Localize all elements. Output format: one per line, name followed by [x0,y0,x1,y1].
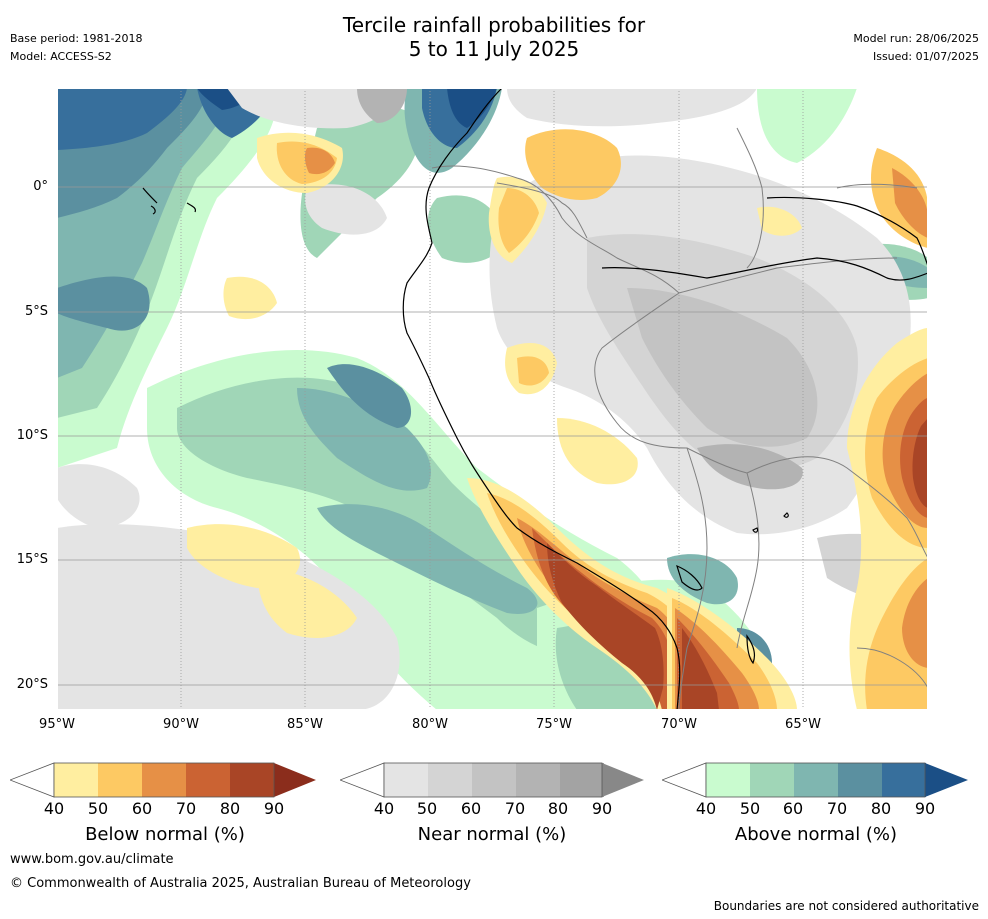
above-tick-50: 50 [739,799,761,818]
below-normal-region-north [187,129,802,638]
colorbar-swatch-90 [925,763,968,797]
colorbar-near-normal: 40 50 60 70 80 90 Near normal (%) [340,762,650,862]
lon-label-75w: 75°W [536,717,572,732]
above-normal-region-west [57,88,277,468]
above-tick-90: 90 [914,799,936,818]
near-normal-region-continent [57,88,928,710]
colorbar-swatch-90 [274,763,316,797]
coastline [142,88,928,710]
copyright-text: © Commonwealth of Australia 2025, Austra… [10,876,471,891]
colorbar-swatch-60 [472,763,516,797]
colorbar-swatch-70 [516,763,560,797]
lon-label-80w: 80°W [412,717,448,732]
colorbar-swatch-60 [142,763,186,797]
near-tick-60: 60 [460,799,482,818]
lat-label-15s: 15°S [16,552,48,567]
near-tick-80: 80 [547,799,569,818]
lat-label-5s: 5°S [24,304,48,319]
colorbar-swatch-40 [384,763,428,797]
model-run-date: Model run: 28/06/2025 [853,32,979,45]
lat-label-20s: 20°S [16,677,48,692]
near-tick-70: 70 [504,799,526,818]
model-name: Model: ACCESS-S2 [10,50,112,63]
near-normal-label: Near normal (%) [417,824,567,845]
below-normal-region-andes [667,588,797,710]
colorbar-above-normal: 40 50 60 70 80 90 Above normal (%) [662,762,972,862]
issued-date: Issued: 01/07/2025 [872,50,979,63]
website-link[interactable]: www.bom.gov.au/climate [10,852,174,867]
colorbar-near-swatches [340,762,644,798]
below-tick-80: 80 [219,799,241,818]
colorbar-swatch-70 [838,763,882,797]
colorbar-below-normal: 40 50 60 70 80 90 Below normal (%) [10,762,320,862]
below-tick-50: 50 [87,799,109,818]
colorbar-swatch-80 [882,763,926,797]
near-tick-50: 50 [416,799,438,818]
colorbar-swatch-40 [706,763,750,797]
above-normal-label: Above normal (%) [734,824,898,845]
rainfall-probability-map [57,88,928,710]
colorbar-swatch-40 [54,763,98,797]
below-tick-40: 40 [43,799,65,818]
near-tick-90: 90 [591,799,613,818]
lon-label-65w: 65°W [785,717,821,732]
above-tick-60: 60 [782,799,804,818]
colorbar-swatch-60 [794,763,838,797]
near-tick-40: 40 [373,799,395,818]
map-title-line1: Tercile rainfall probabilities for [342,13,646,37]
lon-label-70w: 70°W [661,717,697,732]
colorbar-swatch-50 [428,763,472,797]
above-tick-80: 80 [870,799,892,818]
colorbar-swatch-50 [750,763,794,797]
colorbar-swatch-80 [560,763,604,797]
below-tick-90: 90 [263,799,285,818]
above-tick-70: 70 [826,799,848,818]
colorbar-swatch-50 [98,763,142,797]
colorbar-above-swatches [662,762,968,798]
below-normal-region-east [847,148,928,710]
colorbar-swatch-90 [602,763,644,797]
colorbar-below-swatches [10,762,316,798]
country-borders [431,127,928,710]
lon-label-85w: 85°W [287,717,323,732]
below-normal-label: Below normal (%) [85,824,245,845]
lon-label-90w: 90°W [163,717,199,732]
above-tick-40: 40 [695,799,717,818]
boundaries-disclaimer: Boundaries are not considered authoritat… [713,899,979,913]
lat-label-0: 0° [33,179,48,194]
colorbar-swatch-70 [186,763,230,797]
lat-gridlines [57,186,928,686]
base-period: Base period: 1981-2018 [10,32,143,45]
lat-label-10s: 10°S [16,428,48,443]
below-tick-60: 60 [131,799,153,818]
lon-label-95w: 95°W [39,717,75,732]
below-tick-70: 70 [175,799,197,818]
colorbar-swatch-80 [230,763,274,797]
map-title-line2: 5 to 11 July 2025 [408,37,580,61]
